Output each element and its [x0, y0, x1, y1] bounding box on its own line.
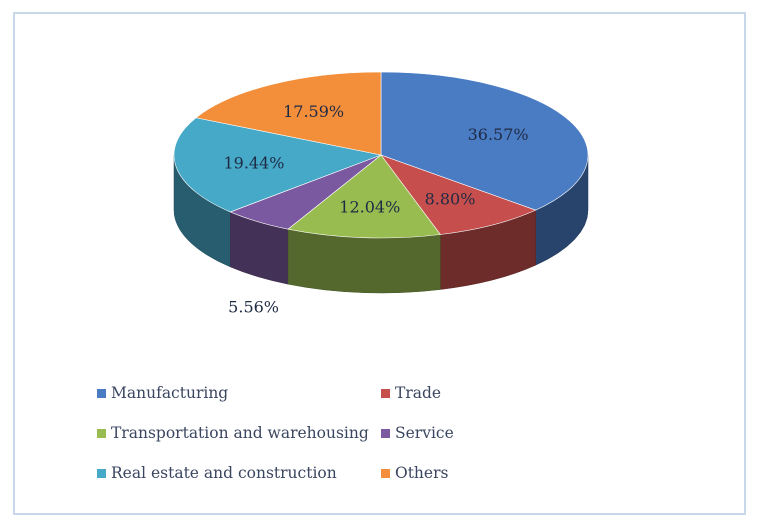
pie-slice-manufacturing: [380, 71, 589, 211]
data-label-others: 17.59%: [283, 102, 344, 121]
legend-item-others: Others: [381, 463, 651, 483]
pie-labels: 36.57% 8.80% 12.04% 5.56% 19.44% 17.59%: [223, 102, 528, 316]
legend-item-trade: Trade: [381, 383, 651, 403]
legend-swatch: [381, 388, 390, 398]
legend-label: Trade: [395, 384, 442, 402]
legend-swatch: [381, 468, 390, 478]
legend-item-transportation: Transportation and warehousing: [97, 423, 381, 443]
legend-label: Transportation and warehousing: [111, 424, 369, 442]
data-label-real-estate-and-construction: 19.44%: [223, 153, 284, 172]
pie-side-transportation-and-warehousing: [287, 228, 441, 294]
legend-swatch: [97, 468, 106, 478]
pie-slice-trade: [380, 154, 537, 235]
pie-slice-real-estate-and-construction: [173, 117, 383, 213]
data-label-manufacturing: 36.57%: [468, 125, 529, 144]
pie-slice-transportation-and-warehousing: [287, 154, 441, 239]
legend-item-service: Service: [381, 423, 651, 443]
legend-label: Service: [395, 424, 454, 442]
legend-swatch: [381, 428, 390, 438]
pie-tops: [173, 71, 589, 239]
legend-label: Real estate and construction: [111, 464, 337, 482]
legend-item-real-estate: Real estate and construction: [97, 463, 381, 483]
legend-item-manufacturing: Manufacturing: [97, 383, 381, 403]
legend-swatch: [97, 428, 106, 438]
data-label-service: 5.56%: [228, 298, 279, 317]
pie-slice-others: [195, 71, 382, 156]
legend-label: Others: [395, 464, 449, 482]
data-label-transportation-and-warehousing: 12.04%: [339, 197, 400, 216]
legend-swatch: [97, 388, 106, 398]
legend: Manufacturing Trade Transportation and w…: [97, 383, 657, 483]
data-label-trade: 8.80%: [425, 189, 476, 208]
legend-label: Manufacturing: [111, 384, 229, 402]
